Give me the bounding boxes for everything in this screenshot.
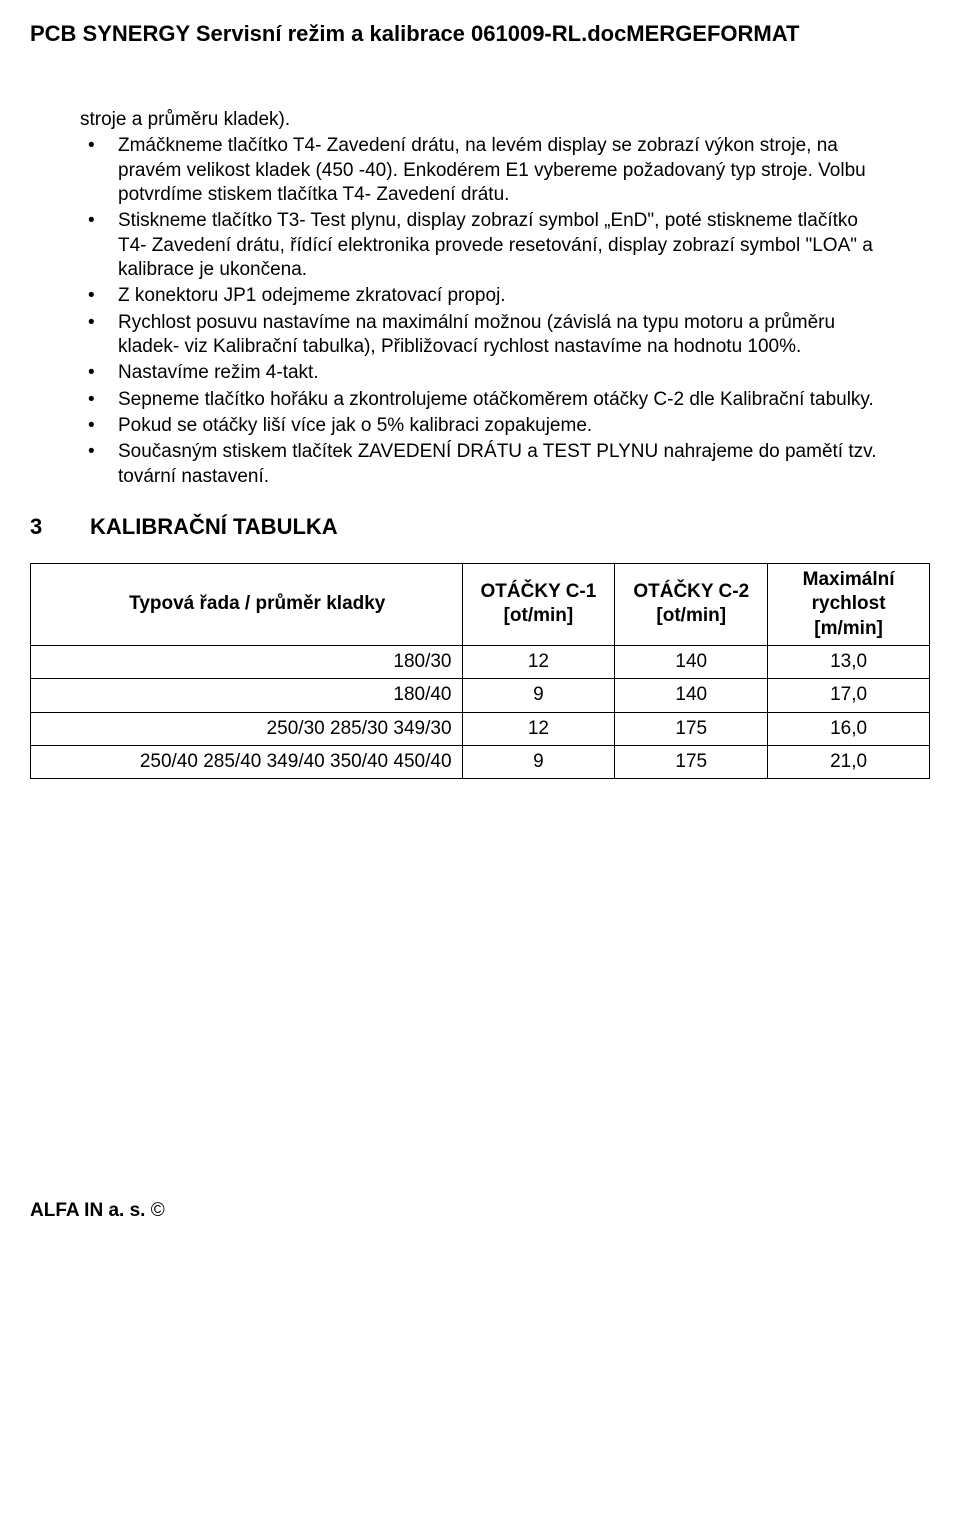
cell-type: 180/40 (31, 679, 463, 712)
list-item: Pokud se otáčky liší více jak o 5% kalib… (80, 414, 890, 438)
cell-c2: 140 (615, 645, 768, 678)
list-item-text: stroje a průměru kladek). (80, 109, 290, 130)
table-header-max: Maximální rychlost [m/min] (768, 564, 930, 646)
header-text: [m/min] (814, 618, 883, 639)
list-item: Stiskneme tlačítko T3- Test plynu, displ… (80, 209, 890, 282)
cell-max: 13,0 (768, 645, 930, 678)
cell-type: 250/30 285/30 349/30 (31, 712, 463, 745)
cell-max: 17,0 (768, 679, 930, 712)
list-item-text: Nastavíme režim 4-takt. (118, 362, 319, 383)
list-item: Nastavíme režim 4-takt. (80, 361, 890, 385)
table-header-type: Typová řada / průměr kladky (31, 564, 463, 646)
cell-type: 250/40 285/40 349/40 350/40 450/40 (31, 745, 463, 778)
table-row: 250/30 285/30 349/30 12 175 16,0 (31, 712, 930, 745)
list-item-text: Stiskneme tlačítko T3- Test plynu, displ… (118, 210, 873, 280)
document-header: PCB SYNERGY Servisní režim a kalibrace 0… (30, 20, 930, 48)
cell-c2: 175 (615, 745, 768, 778)
list-item: Rychlost posuvu nastavíme na maximální m… (80, 311, 890, 360)
footer-company: ALFA IN a. s. (30, 1200, 145, 1221)
list-item-text: Současným stiskem tlačítek ZAVEDENÍ DRÁT… (118, 441, 877, 486)
header-text: rychlost (812, 593, 886, 614)
table-header-c1: OTÁČKY C-1 [ot/min] (462, 564, 615, 646)
list-item: Sepneme tlačítko hořáku a zkontrolujeme … (80, 388, 890, 412)
cell-c2: 140 (615, 679, 768, 712)
cell-c1: 9 (462, 745, 615, 778)
calibration-table: Typová řada / průměr kladky OTÁČKY C-1 [… (30, 563, 930, 779)
list-item-text: Z konektoru JP1 odejmeme zkratovací prop… (118, 285, 506, 306)
cell-max: 21,0 (768, 745, 930, 778)
table-row: 180/40 9 140 17,0 (31, 679, 930, 712)
cell-c1: 12 (462, 645, 615, 678)
cell-c1: 9 (462, 679, 615, 712)
list-item: Zmáčkneme tlačítko T4- Zavedení drátu, n… (80, 134, 890, 207)
footer: ALFA IN a. s. © (30, 1199, 930, 1223)
table-header-c2: OTÁČKY C-2 [ot/min] (615, 564, 768, 646)
list-item-text: Pokud se otáčky liší více jak o 5% kalib… (118, 415, 592, 436)
table-row: 250/40 285/40 349/40 350/40 450/40 9 175… (31, 745, 930, 778)
section-title: KALIBRAČNÍ TABULKA (90, 514, 338, 539)
list-item-text: Zmáčkneme tlačítko T4- Zavedení drátu, n… (118, 135, 866, 205)
list-item: Současným stiskem tlačítek ZAVEDENÍ DRÁT… (80, 440, 890, 489)
header-text: OTÁČKY C-2 (633, 581, 749, 602)
instruction-list: stroje a průměru kladek). Zmáčkneme tlač… (30, 108, 890, 489)
list-item-text: Rychlost posuvu nastavíme na maximální m… (118, 312, 835, 357)
list-item-text: Sepneme tlačítko hořáku a zkontrolujeme … (118, 389, 874, 410)
table-row: 180/30 12 140 13,0 (31, 645, 930, 678)
header-text: OTÁČKY C-1 (481, 581, 597, 602)
table-header-row: Typová řada / průměr kladky OTÁČKY C-1 [… (31, 564, 930, 646)
cell-c1: 12 (462, 712, 615, 745)
header-text: Maximální (803, 569, 895, 590)
copyright-icon: © (151, 1200, 165, 1221)
section-heading: 3KALIBRAČNÍ TABULKA (30, 513, 930, 541)
cell-type: 180/30 (31, 645, 463, 678)
cell-max: 16,0 (768, 712, 930, 745)
list-item: stroje a průměru kladek). (80, 108, 890, 132)
section-number: 3 (30, 513, 90, 541)
cell-c2: 175 (615, 712, 768, 745)
list-item: Z konektoru JP1 odejmeme zkratovací prop… (80, 284, 890, 308)
header-text: [ot/min] (656, 605, 726, 626)
header-text: [ot/min] (504, 605, 574, 626)
